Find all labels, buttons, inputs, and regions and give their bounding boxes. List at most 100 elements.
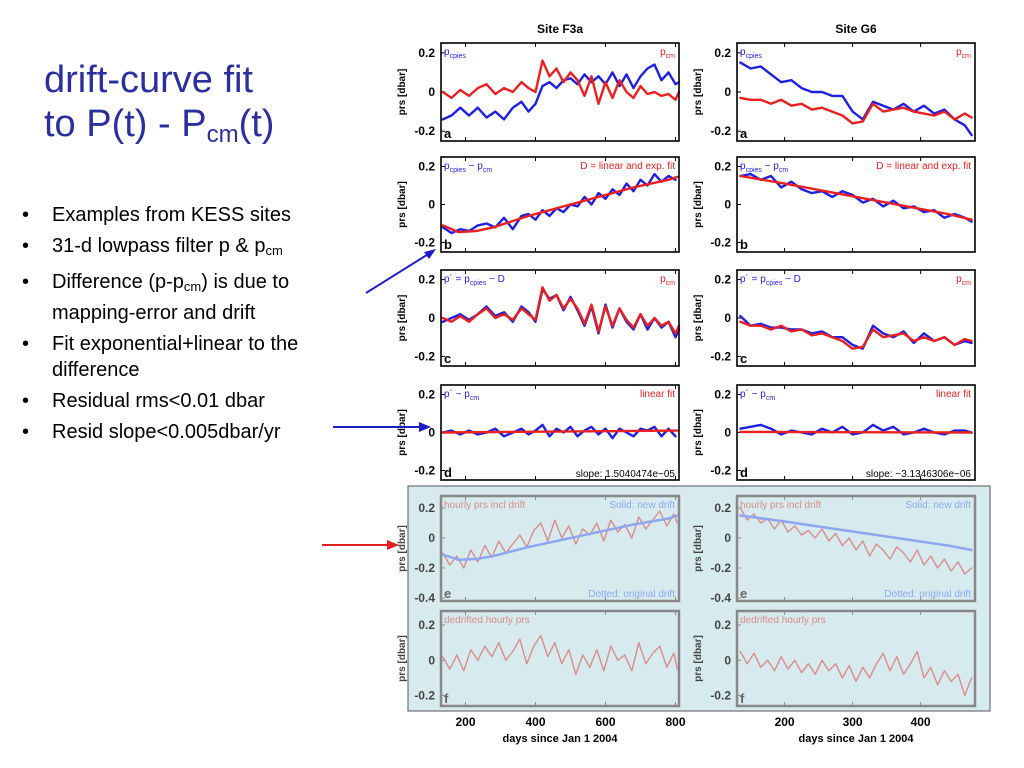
y-tick-label: 0.2 (418, 388, 435, 402)
y-tick-label: 0.2 (714, 618, 731, 632)
panel-letter: d (740, 465, 748, 480)
label-right: Solid: new drift (905, 500, 971, 511)
arrow-head (424, 249, 436, 259)
y-tick-label: 0 (724, 198, 731, 212)
label-left: hourly prs incl drift (444, 500, 525, 511)
plot-frame (736, 42, 976, 142)
series-line-pcm (739, 96, 973, 125)
y-tick-label: 0.2 (418, 46, 435, 60)
y-tick-label: -0.2 (414, 124, 435, 138)
label-part: − D (782, 274, 801, 285)
bullet-text: Fit exponential+linear to the difference (52, 333, 299, 381)
label-part: p´ − p (444, 388, 470, 400)
plot-area (441, 43, 679, 141)
arrow-head (419, 422, 431, 432)
series-line-pcpies (441, 63, 681, 121)
y-axis-label: prs [dbar] (397, 69, 408, 116)
panel-letter: f (740, 691, 745, 706)
plot-area (737, 43, 975, 141)
plot-frame (736, 269, 976, 367)
series-line-D (441, 175, 679, 234)
label-left: p´ = pcpies​ − D (444, 273, 505, 287)
y-tick-label: 0 (724, 531, 731, 545)
panel-letter: c (444, 351, 451, 366)
y-tick-label: 0.2 (714, 160, 731, 174)
y-axis-label: prs [dbar] (693, 69, 704, 116)
label-right: pcm​ (660, 47, 675, 60)
panel-letter: a (740, 126, 748, 141)
plot-frame (736, 156, 976, 253)
label-part: p´ − p (740, 388, 766, 400)
arrow-line (365, 252, 431, 294)
y-axis-label: prs [dbar] (397, 635, 408, 682)
slide-title: drift-curve fit to P(t) - Pcm(t) (44, 58, 274, 157)
label-left: pcpies​ − pcm​ (444, 161, 492, 174)
label-part: p (660, 274, 666, 285)
x-tick-label: 200 (775, 715, 795, 729)
x-tick-label: 400 (525, 715, 545, 729)
bullet-text: ) is due to mapping-error and drift (52, 271, 290, 324)
plot-frame (439, 609, 681, 708)
x-tick-label: 400 (911, 715, 931, 729)
series-line-pcm (441, 59, 681, 105)
plot-area (737, 270, 975, 366)
y-tick-label: 0 (724, 85, 731, 99)
bullet-text: 31-d lowpass filter p & p (52, 235, 266, 257)
label-right: pcm​ (660, 274, 675, 287)
label-bottom-right: Dotted: original drift (588, 589, 675, 600)
y-axis-label: prs [dbar] (397, 295, 408, 342)
series-line-dedrifted (442, 634, 678, 675)
y-tick-label: 0.2 (418, 618, 435, 632)
label-part: p (956, 47, 962, 58)
x-tick-label: 300 (843, 715, 863, 729)
label-subscript: cm (962, 53, 972, 60)
y-tick-label: -0.4 (414, 591, 435, 605)
column-title: Site G6 (835, 22, 877, 36)
label-part: − p (466, 161, 483, 172)
series-line-new-drift (739, 514, 973, 552)
label-left: p´ − pcm​ (740, 388, 775, 402)
y-axis-label: prs [dbar] (693, 635, 704, 682)
series-line-pcm (441, 286, 681, 335)
panel-letter: e (740, 586, 747, 601)
series-line-pcm (739, 320, 973, 350)
plot-frame (440, 384, 680, 481)
bullet-text: Examples from KESS sites (52, 204, 291, 226)
y-axis-label: prs [dbar] (397, 181, 408, 228)
slope-label: slope: 1.5040474e−05 (576, 469, 676, 480)
y-tick-label: -0.2 (710, 688, 731, 702)
panel-letter: e (444, 586, 451, 601)
title-line-2-suffix: (t) (238, 103, 275, 145)
plot-area (441, 496, 679, 601)
y-axis-label: prs [dbar] (693, 181, 704, 228)
label-right: linear fit (640, 389, 675, 400)
series-line-new-drift (441, 514, 679, 562)
label-subscript: cm (470, 395, 480, 402)
bullet-subscript: cm (265, 243, 283, 258)
label-part: p (740, 47, 746, 58)
bullet-item: Residual rms<0.01 dbar (22, 388, 372, 414)
label-left: p´ = pcpies​ − D (740, 273, 801, 287)
plot-frame (440, 269, 680, 367)
panel-letter: b (444, 237, 452, 252)
y-tick-label: -0.2 (414, 349, 435, 363)
bullet-text: Residual rms<0.01 dbar (52, 390, 265, 412)
label-subscript: cpies (450, 167, 467, 174)
x-tick-label: 800 (665, 715, 685, 729)
label-part: p (444, 47, 450, 58)
label-left: pcpies​ (444, 47, 466, 60)
label-part: p (660, 47, 666, 58)
bullet-item: 31-d lowpass filter p & pcm (22, 233, 372, 264)
plot-area (737, 496, 975, 601)
y-tick-label: -0.2 (710, 464, 731, 478)
y-tick-label: 0.2 (714, 501, 731, 515)
label-subscript: cpies (766, 280, 783, 287)
series-line-linear-fit (441, 429, 679, 434)
y-tick-label: -0.4 (710, 591, 731, 605)
column-title: Site F3a (537, 22, 583, 36)
panel-letter: c (740, 351, 747, 366)
label-subscript: cpies (450, 53, 467, 60)
label-part: p´ = p (444, 273, 470, 285)
plot-frame (440, 156, 680, 253)
